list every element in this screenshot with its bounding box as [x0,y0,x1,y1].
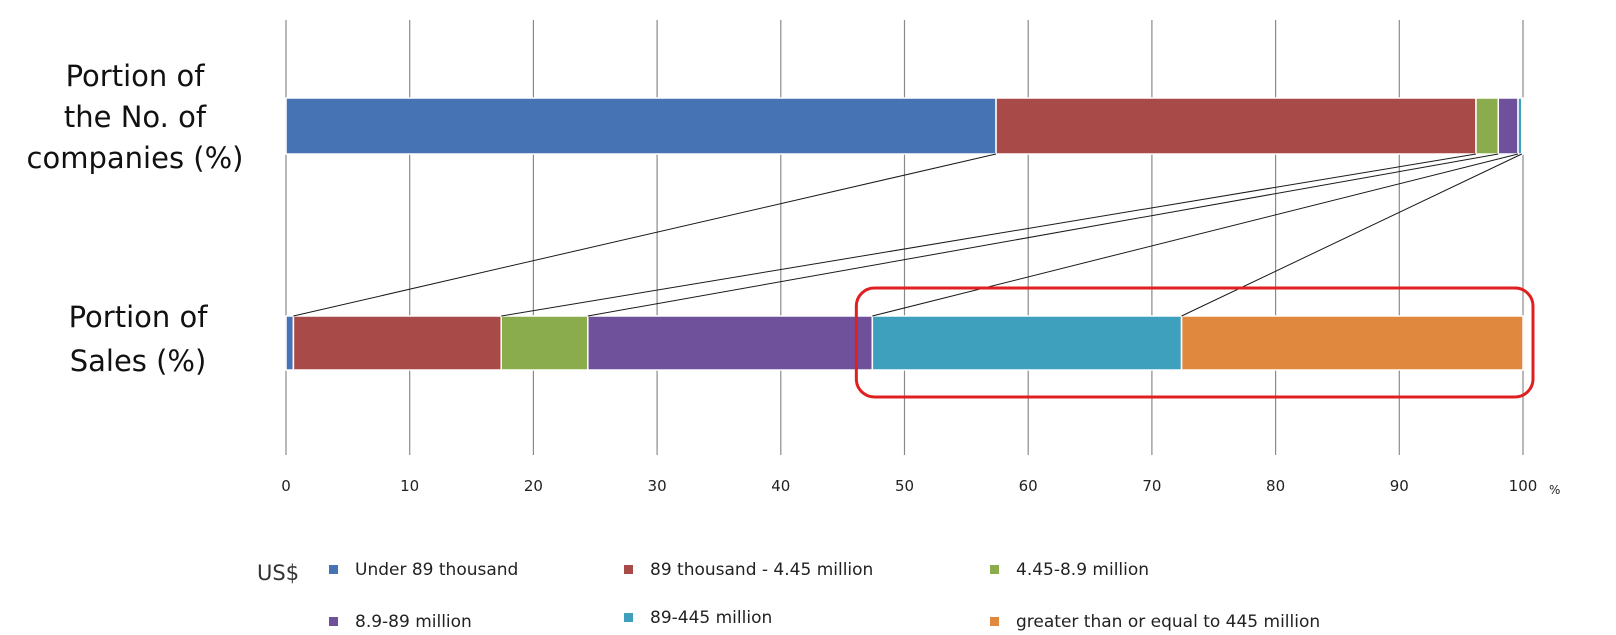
connector-line [872,153,1519,317]
bar-segment-sales-4 [587,315,874,371]
legend-label: 89 thousand - 4.45 million [650,560,873,580]
bar-segment-sales-2 [292,315,502,371]
connector-line [1181,153,1522,317]
bar-segment-sales-6 [1180,315,1524,371]
x-tick-label: 20 [524,477,543,495]
connector-line [501,153,1477,317]
x-tick-label: 70 [1142,477,1161,495]
legend-swatch [990,565,999,574]
bar-segment-companies-2 [995,97,1477,155]
legend-label: Under 89 thousand [355,560,518,580]
x-axis-unit: % [1549,483,1560,497]
legend-swatch [329,617,338,626]
legend-label: greater than or equal to 445 million [1016,612,1320,632]
legend-label: 89-445 million [650,608,772,628]
legend-swatch [329,565,338,574]
legend-label: 8.9-89 million [355,612,472,632]
connector-line [293,153,997,317]
x-tick-label: 90 [1390,477,1409,495]
x-tick-label: 50 [895,477,914,495]
highlight-box [854,286,1535,399]
category-label: Portion of the No. of companies (%) [27,59,244,175]
legend-swatch [624,565,633,574]
legend-swatch [624,613,633,622]
x-tick-label: 30 [648,477,667,495]
x-tick-label: 60 [1019,477,1038,495]
bar-segment-companies-1 [285,97,997,155]
bar-segment-companies-6 [1521,97,1524,155]
x-tick-label: 100 [1509,477,1538,495]
bar-segment-sales-3 [500,315,589,371]
x-tick-label: 0 [281,477,291,495]
x-tick-label: 10 [400,477,419,495]
x-tick-label: 80 [1266,477,1285,495]
legend-label: 4.45-8.9 million [1016,560,1149,580]
bar-segment-companies-3 [1475,97,1500,155]
x-tick-label: 40 [771,477,790,495]
connector-line [587,153,1499,317]
category-label: Portion of Sales (%) [69,300,209,378]
bar-segment-sales-1 [285,315,295,371]
bar-segment-companies-4 [1497,97,1519,155]
legend-swatch [990,617,999,626]
bar-segment-sales-5 [871,315,1183,371]
legend-unit-prefix: US$ [257,561,299,585]
